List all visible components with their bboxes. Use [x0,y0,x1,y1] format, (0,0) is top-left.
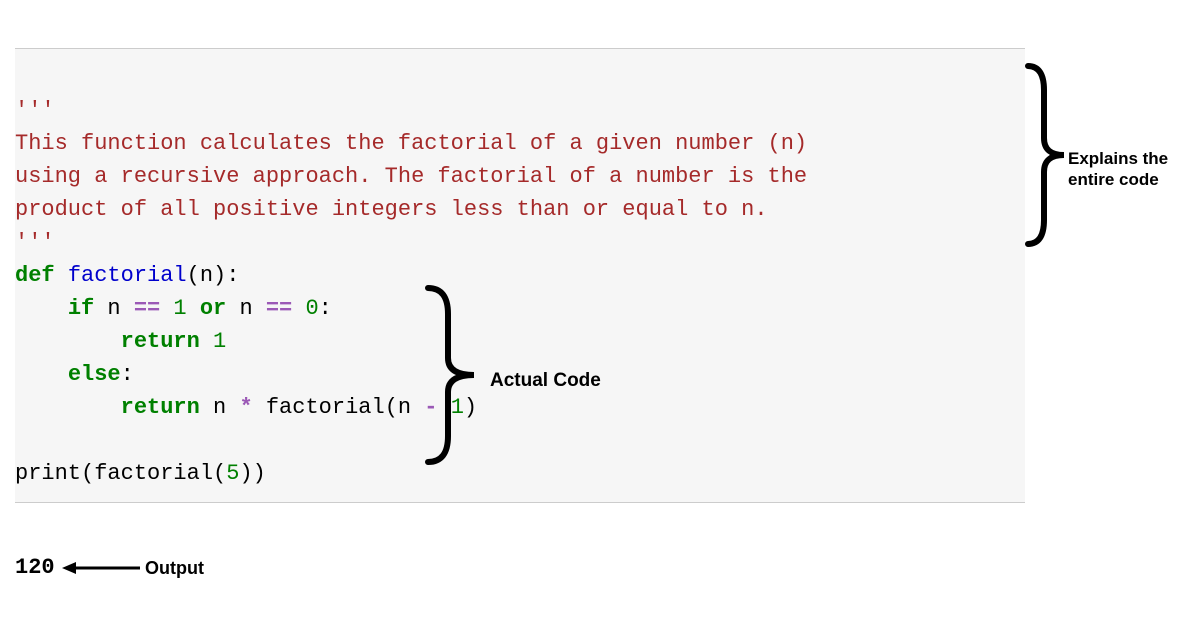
kw-or: or [200,296,226,321]
docstring-line2: using a recursive approach. The factoria… [15,164,807,189]
label-output: Output [145,558,204,579]
fn-print: print [15,461,81,486]
arrow-output [60,558,145,578]
docstring-open: ''' [15,98,55,123]
code-block: ''' This function calculates the factori… [15,48,1025,503]
brace-actual-code [422,280,482,470]
label-explains-code: Explains the entire code [1068,148,1168,191]
kw-return-1: return [121,329,200,354]
docstring-line3: product of all positive integers less th… [15,197,768,222]
kw-if: if [68,296,94,321]
docstring-close: ''' [15,230,55,255]
kw-def: def [15,263,55,288]
docstring-line1: This function calculates the factorial o… [15,131,807,156]
kw-else: else [68,362,121,387]
label-actual-code: Actual Code [490,370,601,392]
kw-return-2: return [121,395,200,420]
brace-explains-code [1024,60,1068,250]
fn-name: factorial [68,263,187,288]
output-value: 120 [15,555,55,580]
